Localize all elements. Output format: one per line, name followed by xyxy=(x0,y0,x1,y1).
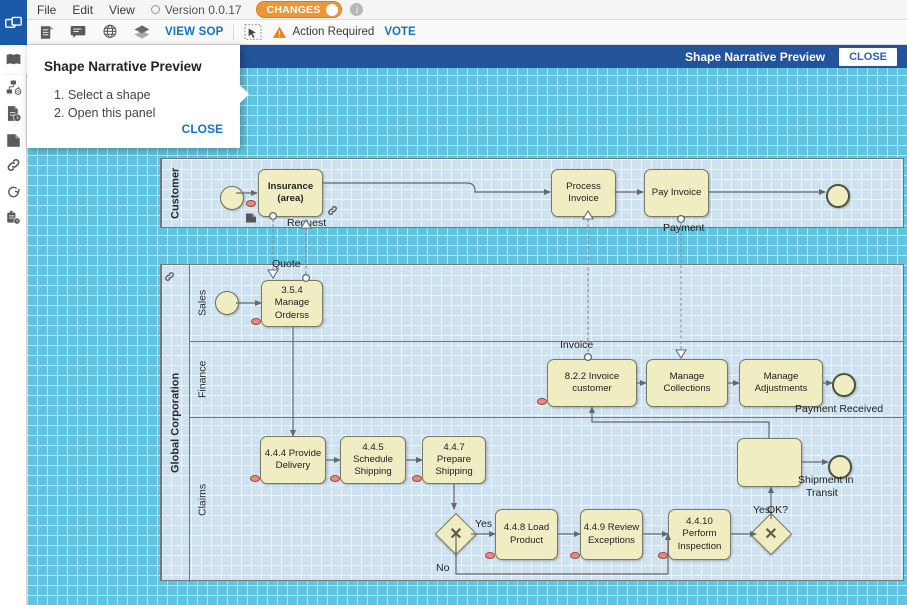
svg-text:Quote: Quote xyxy=(272,258,301,270)
svg-text:Invoice: Invoice xyxy=(560,339,593,351)
svg-text:Payment: Payment xyxy=(663,222,705,234)
